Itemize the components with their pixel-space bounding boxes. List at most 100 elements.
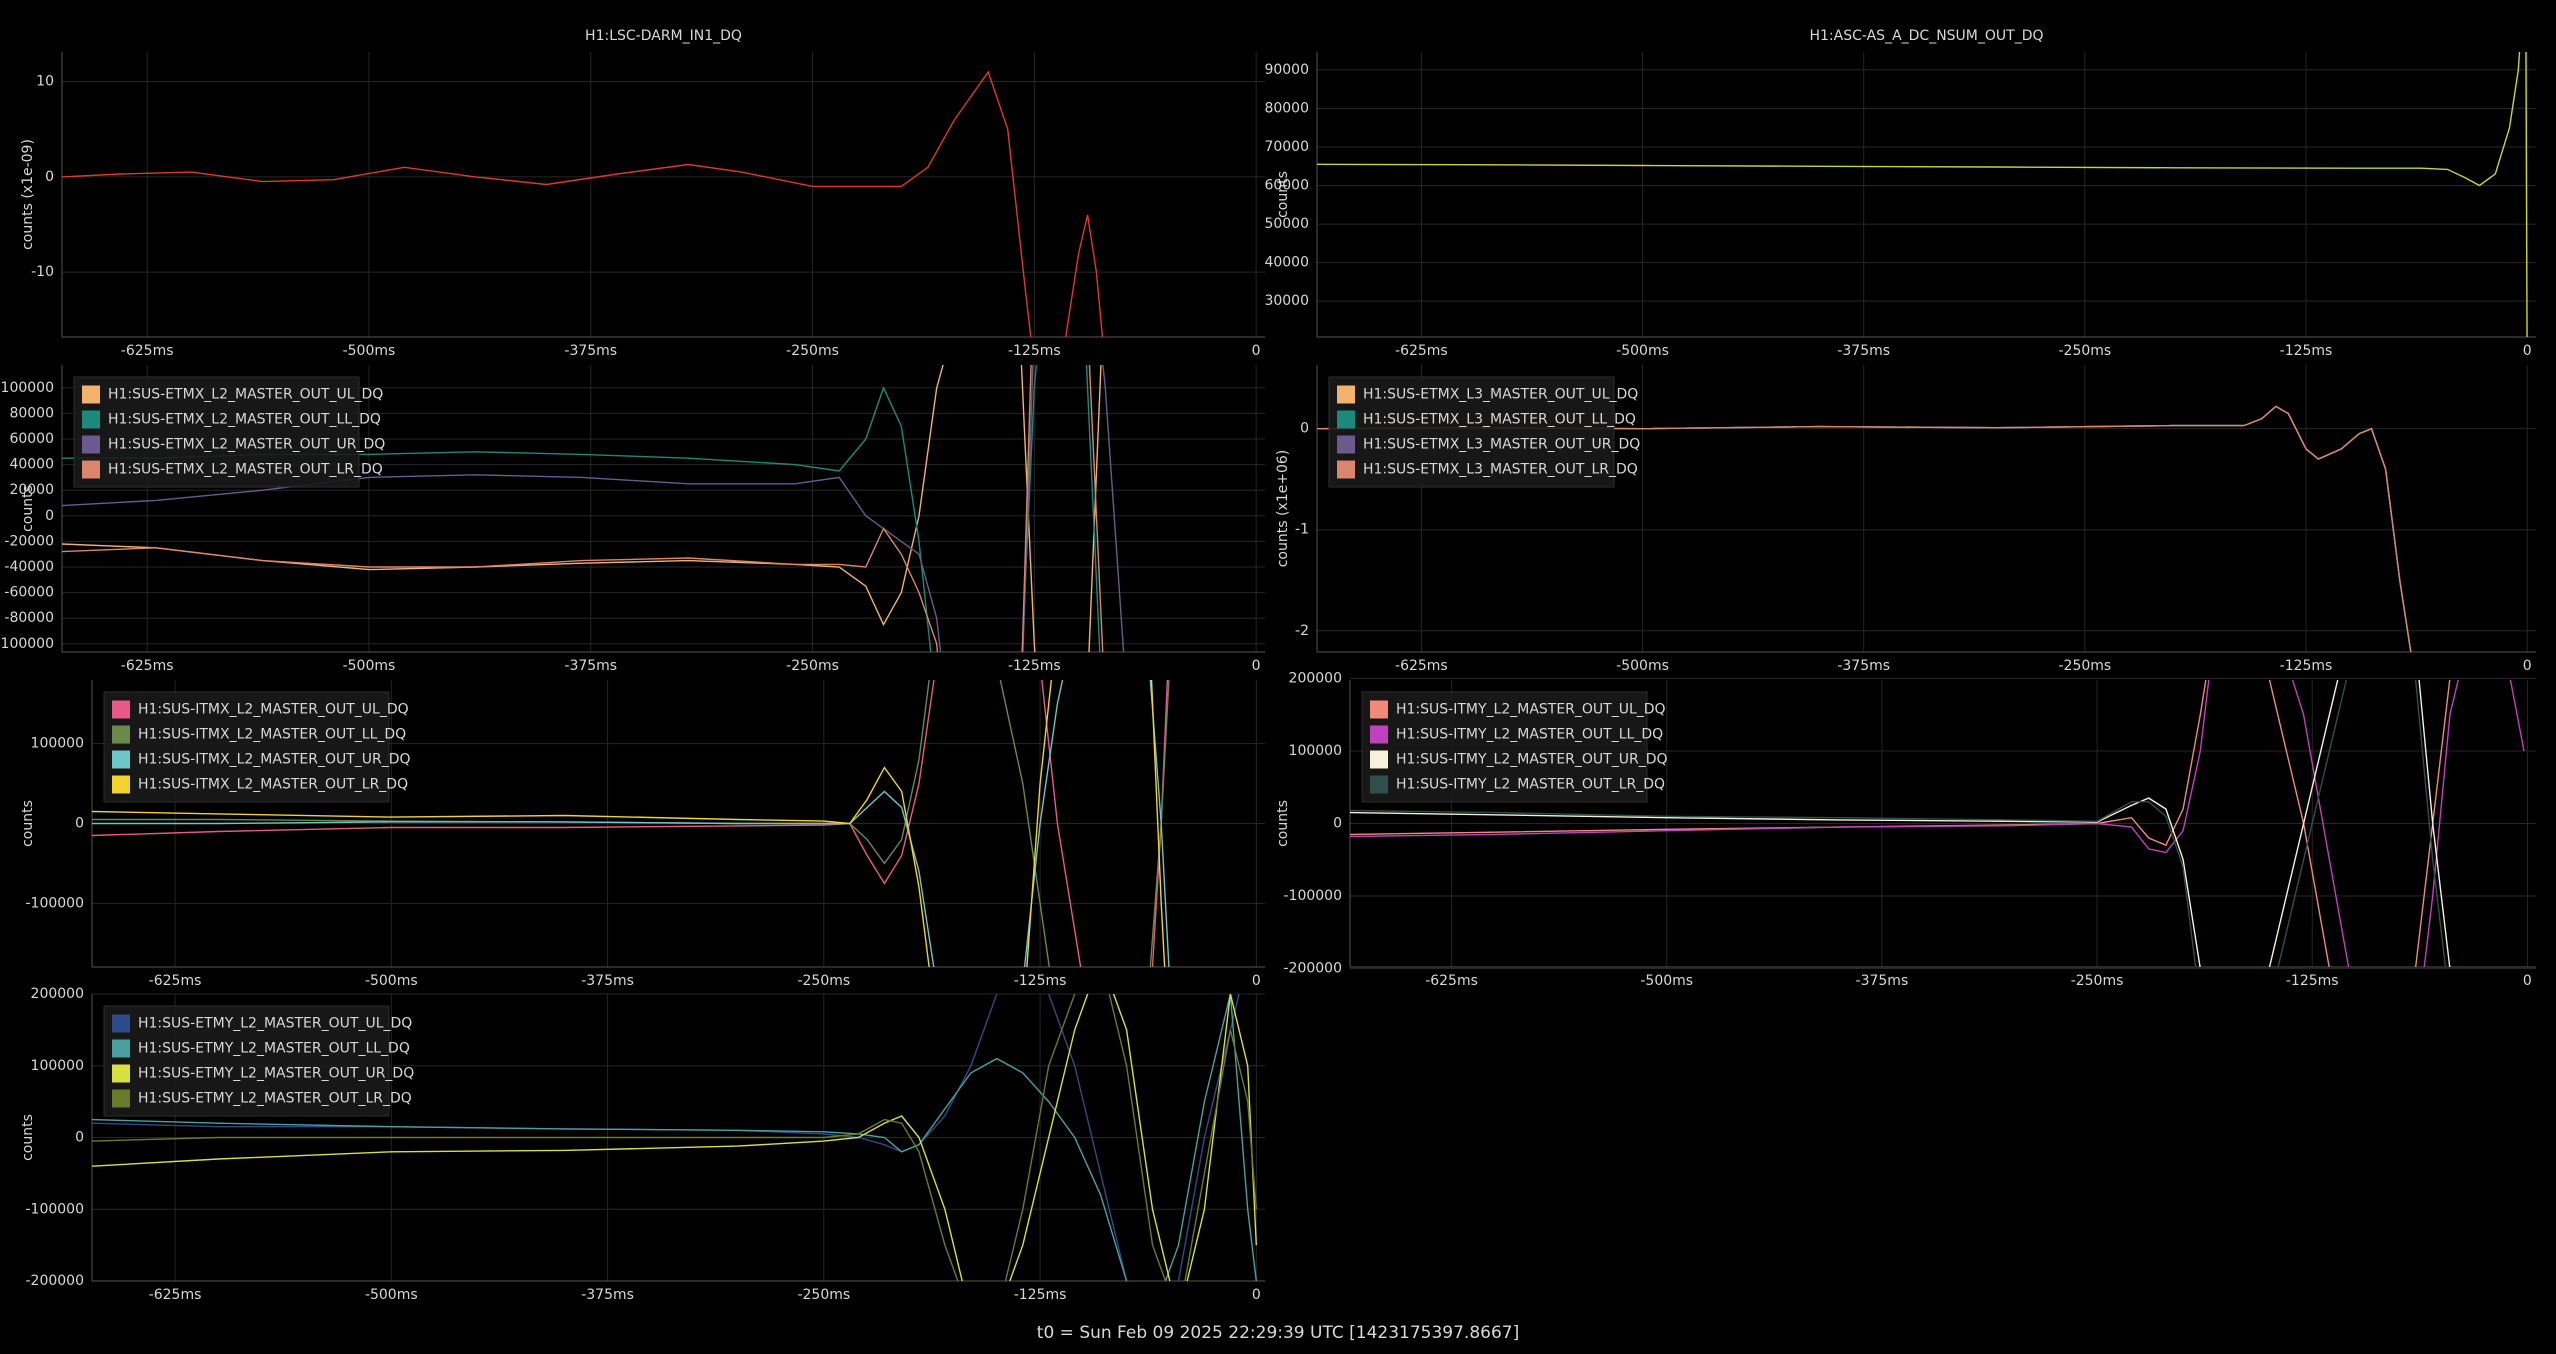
y-axis-label: counts (x1e-09) <box>20 139 36 250</box>
y-tick-label: -2 <box>1295 623 1309 639</box>
legend-swatch <box>1337 410 1355 429</box>
y-tick-label: 50000 <box>1264 216 1309 232</box>
x-tick-label: -375ms <box>1856 973 1909 989</box>
y-tick-label: 100000 <box>1289 743 1342 759</box>
x-tick-label: -500ms <box>1640 973 1693 989</box>
legend-label: H1:SUS-ETMY_L2_MASTER_OUT_UR_DQ <box>138 1066 414 1082</box>
x-tick-label: -375ms <box>581 1287 634 1303</box>
y-tick-label: 0 <box>45 169 54 185</box>
x-tick-label: -500ms <box>343 658 396 674</box>
legend-swatch <box>112 725 130 744</box>
x-tick-label: 0 <box>1252 343 1261 359</box>
y-tick-label: -100000 <box>1284 888 1343 904</box>
y-tick-label: 40000 <box>1264 255 1309 271</box>
y-tick-label: 30000 <box>1264 293 1309 309</box>
x-tick-label: -250ms <box>786 658 839 674</box>
legend-label: H1:SUS-ETMX_L2_MASTER_OUT_UR_DQ <box>108 437 385 453</box>
data-line <box>92 994 1257 1281</box>
y-tick-label: -10 <box>31 264 54 280</box>
y-tick-label: 90000 <box>1264 62 1309 78</box>
chart-panel: counts -625ms -500ms -375ms -250ms -125ms 0 -20… <box>20 986 1265 1303</box>
x-tick-label: 0 <box>1252 1287 1261 1303</box>
legend-box <box>73 376 360 488</box>
y-tick-label: 40000 <box>9 457 54 473</box>
x-tick-label: -500ms <box>343 343 396 359</box>
legend-box <box>103 1005 390 1117</box>
x-tick-label: -625ms <box>149 1287 202 1303</box>
y-tick-label: -60000 <box>4 585 54 601</box>
legend-label: H1:SUS-ETMX_L2_MASTER_OUT_LL_DQ <box>108 412 381 428</box>
plot-area <box>92 680 1170 967</box>
y-tick-label: -100000 <box>26 895 85 911</box>
data-line <box>92 680 1166 967</box>
plot-area <box>1317 405 2412 652</box>
chart-panel: counts -625ms -500ms -375ms -250ms -125ms 0 -10… <box>20 680 1265 989</box>
x-tick-label: -500ms <box>1616 343 1669 359</box>
data-line <box>1350 680 2447 967</box>
legend-swatch <box>112 750 130 769</box>
x-tick-label: 0 <box>2523 658 2532 674</box>
y-tick-label: 80000 <box>1264 100 1309 116</box>
footer: t0 = Sun Feb 09 2025 22:29:39 UTC [14231… <box>1037 1323 1519 1343</box>
legend-swatch <box>1370 775 1388 794</box>
legend-swatch <box>112 775 130 794</box>
legend: H1:SUS-ETMX_L2_MASTER_OUT_UL_DQ H1:SUS-ET… <box>73 376 385 488</box>
y-tick-label: 0 <box>75 1130 84 1146</box>
y-tick-label: 0 <box>45 508 54 524</box>
chart-title: H1:ASC-AS_A_DC_NSUM_OUT_DQ <box>1809 28 2043 44</box>
legend-label: H1:SUS-ITMX_L2_MASTER_OUT_UR_DQ <box>138 752 411 768</box>
legend-label: H1:SUS-ITMY_L2_MASTER_OUT_UL_DQ <box>1396 702 1666 718</box>
plot-area <box>62 365 1125 652</box>
y-tick-label: -100000 <box>26 1201 85 1217</box>
legend-swatch <box>112 1039 130 1058</box>
y-tick-label: 200000 <box>1289 671 1342 687</box>
legend-label: H1:SUS-ETMX_L2_MASTER_OUT_LR_DQ <box>108 462 383 478</box>
x-tick-label: -250ms <box>786 343 839 359</box>
legend-swatch <box>1370 725 1388 744</box>
data-line <box>62 365 1104 652</box>
x-tick-label: -375ms <box>1837 343 1890 359</box>
x-tick-label: -125ms <box>1014 973 1067 989</box>
legend-swatch <box>112 1089 130 1108</box>
y-tick-label: 200000 <box>31 986 84 1002</box>
y-tick-label: 0 <box>1333 816 1342 832</box>
y-tick-label: 60000 <box>1264 178 1309 194</box>
legend-swatch <box>112 1064 130 1083</box>
y-tick-label: 60000 <box>9 431 54 447</box>
legend-swatch <box>82 385 100 404</box>
plot-area <box>1317 52 2528 337</box>
plot-area <box>92 994 1257 1281</box>
x-tick-label: 0 <box>2523 973 2532 989</box>
legend-label: H1:SUS-ITMY_L2_MASTER_OUT_UR_DQ <box>1396 752 1668 768</box>
legend-label: H1:SUS-ITMX_L2_MASTER_OUT_LR_DQ <box>138 777 408 793</box>
y-axis-label: counts <box>20 485 36 532</box>
legend-swatch <box>82 410 100 429</box>
data-line <box>92 680 1170 967</box>
data-line <box>62 70 1104 337</box>
legend-box <box>1361 691 1648 803</box>
legend-swatch <box>1337 435 1355 454</box>
x-tick-label: -125ms <box>1008 343 1061 359</box>
data-line <box>1317 405 2412 652</box>
y-tick-label: 10 <box>36 74 54 90</box>
chart-panel: counts (x1e+06) -625ms -500ms -375ms -250ms -… <box>1275 365 2536 674</box>
y-tick-label: -100000 <box>0 636 54 652</box>
y-axis-label: counts <box>1275 171 1291 218</box>
legend-label: H1:SUS-ITMX_L2_MASTER_OUT_LL_DQ <box>138 727 406 743</box>
legend: H1:SUS-ITMY_L2_MASTER_OUT_UL_DQ H1:SUS-IT… <box>1361 691 1668 803</box>
y-tick-label: 0 <box>75 816 84 832</box>
x-tick-label: -250ms <box>797 1287 850 1303</box>
legend-label: H1:SUS-ITMY_L2_MASTER_OUT_LL_DQ <box>1396 727 1663 743</box>
y-tick-label: -1 <box>1295 522 1309 538</box>
legend: H1:SUS-ETMY_L2_MASTER_OUT_UL_DQ H1:SUS-ET… <box>103 1005 414 1117</box>
legend-label: H1:SUS-ITMX_L2_MASTER_OUT_UL_DQ <box>138 702 409 718</box>
legend-swatch <box>82 460 100 479</box>
x-tick-label: 0 <box>1252 658 1261 674</box>
data-line <box>1350 680 2451 967</box>
data-line <box>92 994 1257 1281</box>
legend-swatch <box>112 700 130 719</box>
data-line <box>92 680 1169 967</box>
x-tick-label: -375ms <box>564 658 617 674</box>
y-tick-label: -40000 <box>4 559 54 575</box>
